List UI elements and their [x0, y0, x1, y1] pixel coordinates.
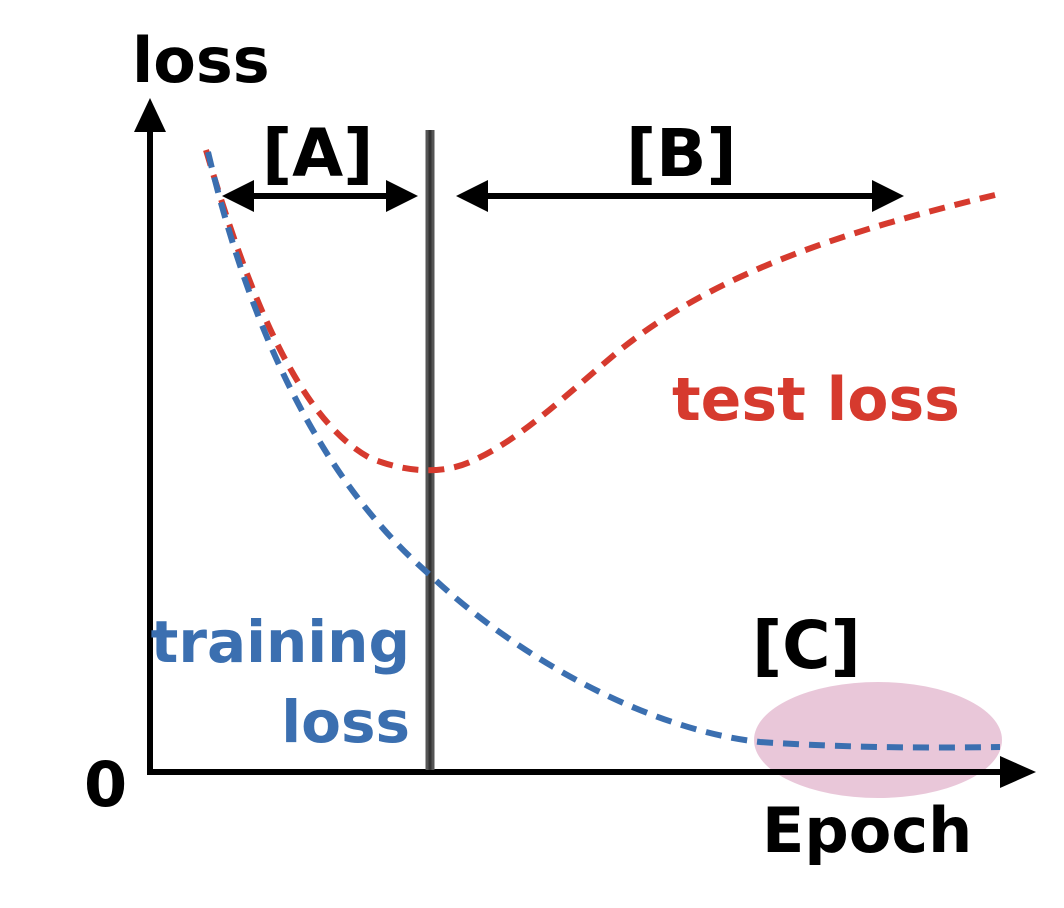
y-axis-label: loss — [132, 24, 270, 97]
region-b-arrowhead-right — [872, 180, 904, 212]
region-a-arrowhead-left — [222, 180, 254, 212]
region-a-label: [A] — [262, 115, 373, 192]
region-a-arrowhead-right — [386, 180, 418, 212]
region-b-arrowhead-left — [456, 180, 488, 212]
test-loss-curve — [203, 149, 996, 474]
region-c-highlight — [754, 682, 1002, 798]
training-loss-label-line1: training — [151, 608, 410, 676]
origin-label: 0 — [84, 748, 127, 821]
x-axis-arrowhead — [1000, 756, 1036, 788]
region-b-label: [B] — [626, 115, 737, 192]
test-loss-label: test loss — [672, 365, 960, 435]
y-axis-arrowhead — [134, 98, 166, 132]
training-loss-curve — [205, 151, 1001, 751]
training-loss-label-line2: loss — [281, 688, 410, 756]
x-axis-label: Epoch — [762, 794, 972, 867]
region-c-label: [C] — [752, 607, 861, 684]
